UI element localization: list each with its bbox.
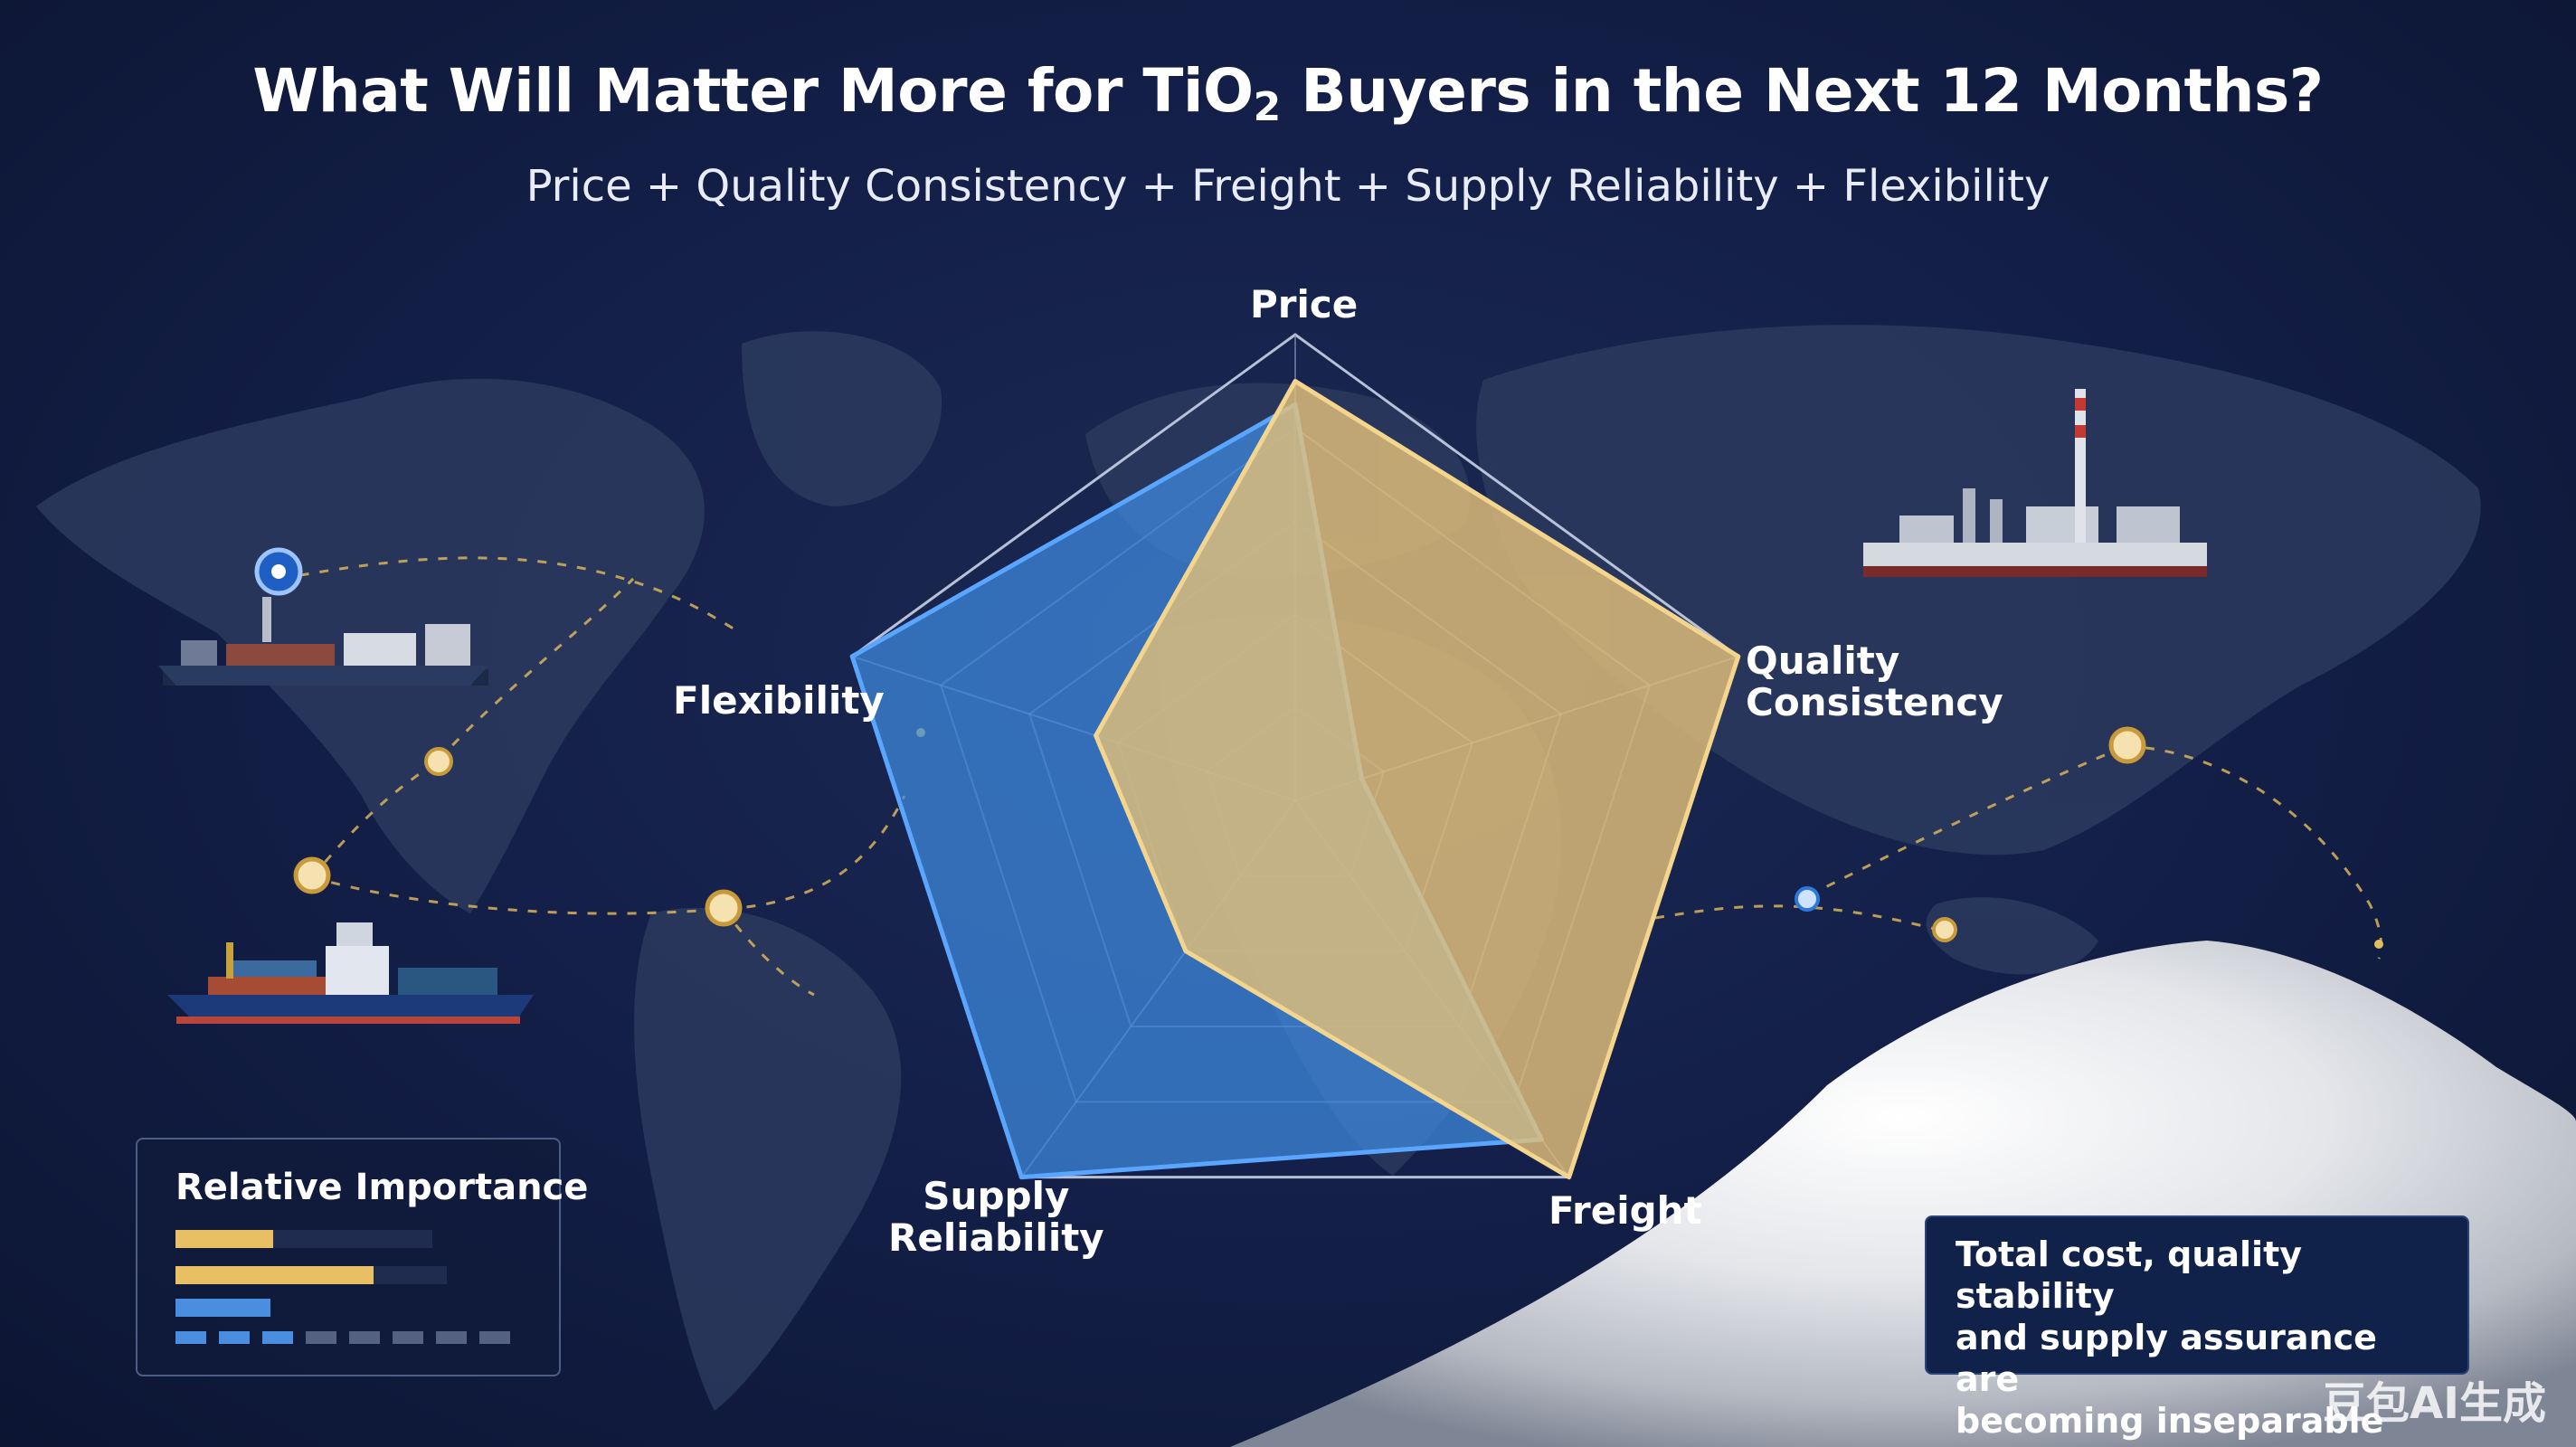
route-pin-icon: [1932, 917, 1957, 942]
axis-label-freight: Freight: [1548, 1190, 1702, 1232]
axis-label-line: Freight: [1548, 1188, 1702, 1233]
importance-dash-scale: [175, 1331, 528, 1344]
legend-title: Relative Importance: [175, 1167, 589, 1208]
route-pin-icon: [424, 747, 453, 776]
radar-series-area-2: [1094, 379, 1741, 1180]
axis-label-line: Flexibility: [673, 678, 885, 723]
importance-dash: [262, 1331, 293, 1344]
continent-greenland: [742, 331, 942, 506]
trade-route-3: [437, 577, 635, 761]
title-subscript: 2: [1253, 84, 1282, 130]
importance-dash: [349, 1331, 380, 1344]
axis-label-line: Consistency: [1746, 680, 2003, 724]
cargo-ship-icon: [158, 597, 488, 686]
importance-dash: [479, 1331, 510, 1344]
axis-label-price: Price: [1250, 284, 1358, 326]
importance-dash: [436, 1331, 467, 1344]
trade-route-1: [279, 556, 743, 635]
axis-label-flexibility: Flexibility: [673, 680, 885, 722]
radar-grid-ring: [850, 333, 1740, 1179]
axis-label-line: Reliability: [888, 1215, 1104, 1260]
page-title: What Will Matter More for TiO2 Buyers in…: [0, 56, 2576, 130]
importance-dash: [219, 1331, 250, 1344]
callout-line: and supply assurance are: [1956, 1318, 2377, 1399]
container-ship-icon: [167, 922, 534, 1024]
axis-label-quality-consistency: Quality Consistency: [1746, 640, 2003, 724]
importance-dash: [306, 1331, 336, 1344]
factory-icon: [1863, 389, 2207, 577]
importance-dash: [393, 1331, 423, 1344]
callout-line: Total cost, quality stability: [1956, 1234, 2303, 1316]
importance-dash: [175, 1331, 206, 1344]
location-pin-dot: [271, 564, 286, 579]
callout-line: becoming inseparable: [1956, 1401, 2384, 1441]
watermark: 豆包AI生成: [2323, 1378, 2547, 1429]
route-pin-icon: [2108, 726, 2146, 764]
importance-bar: [175, 1299, 447, 1317]
importance-bar-fill: [175, 1266, 374, 1284]
callout-text: Total cost, quality stability and supply…: [1956, 1234, 2451, 1442]
importance-bar-fill: [175, 1230, 273, 1248]
route-pin-icon: [705, 889, 743, 927]
trade-route-7: [1808, 744, 2126, 897]
route-pin-icon: [293, 856, 331, 894]
continent-sea-islands: [1926, 897, 2098, 975]
insight-callout: Total cost, quality stability and supply…: [1925, 1215, 2469, 1441]
axis-label-line: Quality: [1746, 638, 1900, 683]
title-text: What Will Matter More for TiO: [252, 56, 1254, 126]
trade-route-6: [1654, 904, 1946, 933]
importance-bar: [175, 1230, 432, 1248]
axis-label-line: Price: [1250, 282, 1359, 326]
route-dot: [2374, 940, 2383, 949]
axis-label-supply-reliability: Supply Reliability: [888, 1176, 1104, 1259]
page-subtitle: Price + Quality Consistency + Freight + …: [526, 161, 2050, 212]
axis-label-line: Supply: [923, 1174, 1070, 1218]
title-text-end: Buyers in the Next 12 Months?: [1280, 56, 2324, 126]
importance-bar-fill: [175, 1299, 270, 1317]
importance-bar: [175, 1266, 447, 1284]
relative-importance-legend: Relative Importance: [136, 1138, 588, 1376]
trade-route-2: [311, 795, 906, 915]
continent-asia: [1476, 325, 2481, 856]
route-pin-icon: [1795, 886, 1820, 912]
continent-south-america: [634, 907, 902, 1411]
